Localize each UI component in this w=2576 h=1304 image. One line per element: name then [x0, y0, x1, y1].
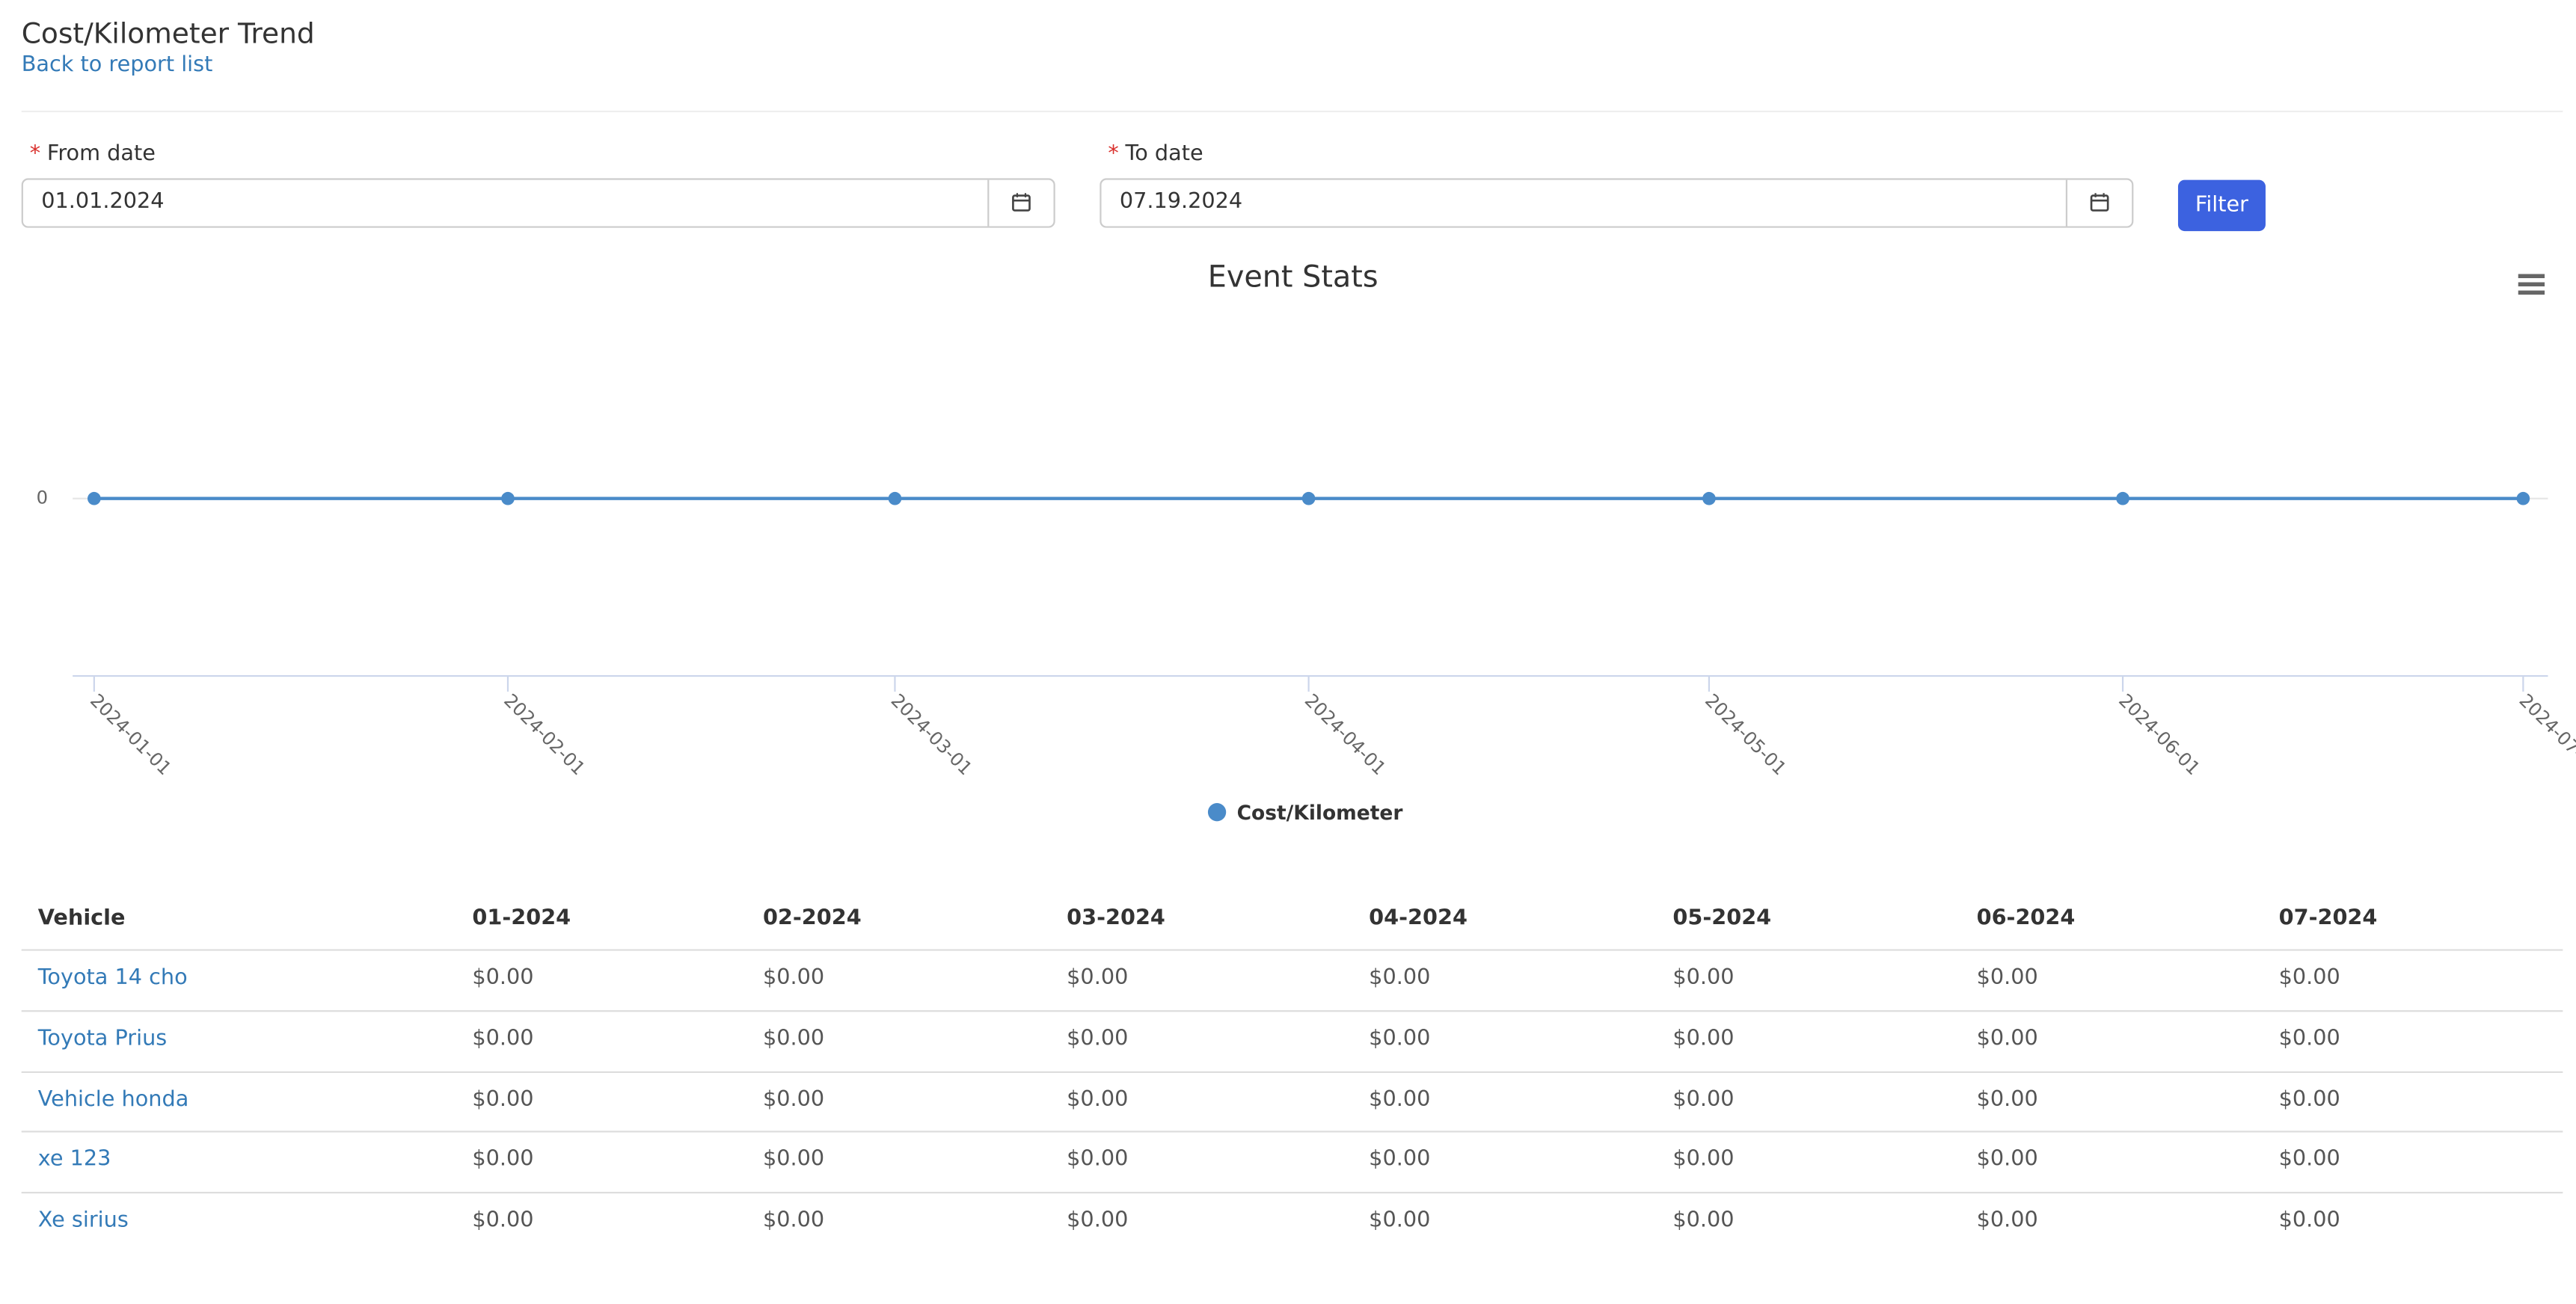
row-divider — [21, 1131, 2563, 1134]
cell: $0.00 — [1067, 965, 1129, 991]
row-divider — [21, 949, 2563, 951]
cell: $0.00 — [1369, 1026, 1431, 1051]
calendar-button[interactable] — [2065, 179, 2132, 227]
label-text: From date — [46, 141, 156, 167]
cell: $0.00 — [1672, 1148, 1735, 1173]
cell: $0.00 — [1976, 1026, 2038, 1051]
cell: $0.00 — [472, 965, 534, 991]
input-value: 01.01.2024 — [41, 189, 165, 215]
page-title: Cost/Kilometer Trend — [21, 18, 315, 52]
cell: $0.00 — [762, 965, 825, 991]
vehicle-link[interactable]: Toyota Prius — [37, 1026, 168, 1051]
calendar-icon — [2090, 193, 2109, 212]
column-header: 01-2024 — [472, 906, 571, 932]
cell: $0.00 — [1369, 965, 1431, 991]
vehicle-link[interactable]: Toyota 14 cho — [37, 965, 188, 991]
calendar-icon — [1012, 193, 1031, 212]
label-text: To date — [1125, 141, 1203, 167]
vehicle-link[interactable]: Xe sirius — [37, 1208, 129, 1234]
divider — [21, 110, 2563, 113]
cell: $0.00 — [1672, 965, 1735, 991]
cell: $0.00 — [1976, 1148, 2038, 1173]
cell: $0.00 — [1672, 1086, 1735, 1113]
cell: $0.00 — [1672, 1208, 1735, 1234]
cell: $0.00 — [472, 1026, 534, 1051]
x-tick-label: 2024-06-01 — [2115, 689, 2204, 779]
column-header: 02-2024 — [762, 906, 862, 932]
cell: $0.00 — [1369, 1148, 1431, 1173]
cell: $0.00 — [762, 1208, 825, 1234]
cell: $0.00 — [762, 1086, 825, 1113]
input-value: 07.19.2024 — [1119, 189, 1243, 215]
x-tick-label: 2024-02-01 — [500, 689, 589, 779]
column-header: 04-2024 — [1369, 906, 1468, 932]
filter-button[interactable]: Filter — [2177, 179, 2266, 232]
required-mark: * — [29, 141, 41, 167]
calendar-button[interactable] — [987, 179, 1053, 227]
x-tick-label: 2024-04-01 — [1301, 689, 1390, 779]
cell: $0.00 — [762, 1148, 825, 1173]
data-point — [1702, 491, 1716, 505]
legend-marker — [1207, 803, 1227, 822]
cell: $0.00 — [2278, 1086, 2340, 1113]
from-label: * From date — [30, 142, 156, 167]
cell: $0.00 — [2278, 1208, 2340, 1234]
data-point — [1301, 491, 1316, 505]
to-label: * To date — [1108, 142, 1203, 167]
from-input[interactable]: 01.01.2024 — [21, 178, 1055, 228]
cell: $0.00 — [472, 1086, 534, 1113]
column-header: 05-2024 — [1672, 906, 1772, 932]
vehicle-link[interactable]: Vehicle honda — [37, 1086, 189, 1113]
x-tick-label: 2024-07-01 — [2515, 689, 2576, 779]
menu-icon[interactable] — [2518, 274, 2545, 295]
cell: $0.00 — [2278, 1026, 2340, 1051]
data-point — [501, 491, 515, 505]
data-point — [888, 491, 902, 505]
x-tick-label: 2024-05-01 — [1701, 689, 1791, 779]
row-divider — [21, 1009, 2563, 1012]
cell: $0.00 — [1067, 1026, 1129, 1051]
column-header: Vehicle — [37, 906, 126, 932]
cell: $0.00 — [1672, 1026, 1735, 1051]
column-header: 07-2024 — [2278, 906, 2378, 932]
data-point — [2516, 491, 2530, 505]
cell: $0.00 — [472, 1148, 534, 1173]
required-mark: * — [1108, 141, 1119, 167]
legend-label: Cost/Kilometer — [1237, 802, 1403, 825]
back-link[interactable]: Back to report list — [21, 52, 213, 78]
cell: $0.00 — [2278, 965, 2340, 991]
cell: $0.00 — [1369, 1208, 1431, 1234]
vehicle-link[interactable]: xe 123 — [37, 1148, 111, 1173]
cell: $0.00 — [1976, 1086, 2038, 1113]
cell: $0.00 — [1369, 1086, 1431, 1113]
to-input[interactable]: 07.19.2024 — [1100, 178, 2134, 228]
cell: $0.00 — [1976, 965, 2038, 991]
cell: $0.00 — [472, 1208, 534, 1234]
row-divider — [21, 1192, 2563, 1194]
chart: Event Stats 0 2024-01-01 2024-02-01 2024-03… — [37, 260, 2576, 825]
y-tick-label: 0 — [37, 487, 48, 508]
column-header: 06-2024 — [1976, 906, 2076, 932]
data-point — [88, 491, 101, 505]
column-header: 03-2024 — [1067, 906, 1165, 932]
cell: $0.00 — [2278, 1148, 2340, 1173]
data-point — [2116, 491, 2129, 505]
x-tick-label: 2024-01-01 — [86, 689, 176, 779]
cell: $0.00 — [1067, 1148, 1129, 1173]
cell: $0.00 — [1067, 1086, 1129, 1113]
cell: $0.00 — [762, 1026, 825, 1051]
x-tick-label: 2024-03-01 — [887, 689, 977, 779]
cell: $0.00 — [1976, 1208, 2038, 1234]
row-divider — [21, 1070, 2563, 1073]
cell: $0.00 — [1067, 1208, 1129, 1234]
chart-title: Event Stats — [1208, 260, 1379, 295]
